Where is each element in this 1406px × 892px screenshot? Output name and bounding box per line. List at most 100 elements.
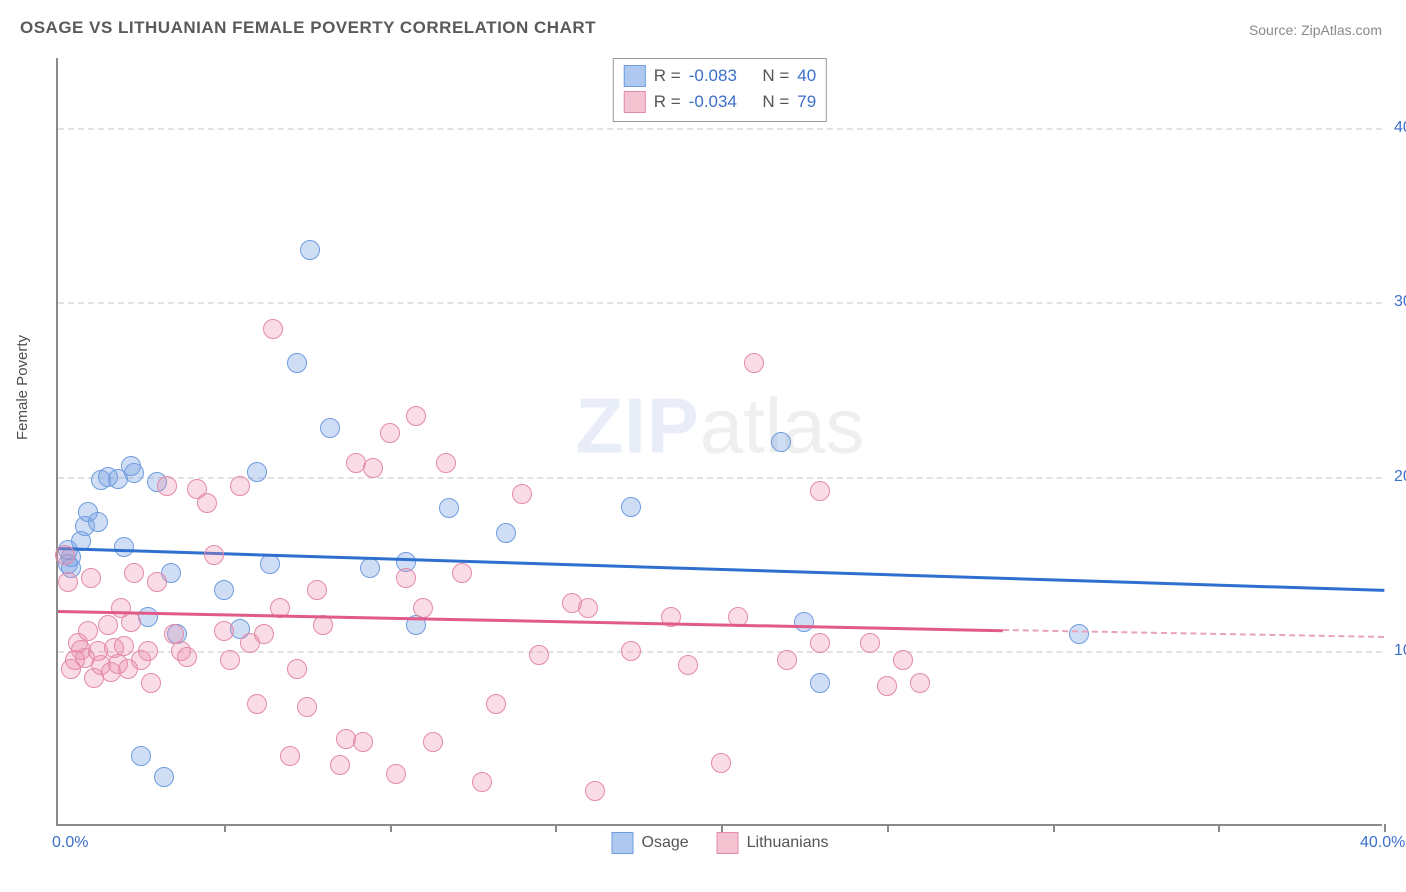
x-tick [1218, 824, 1220, 832]
data-point [360, 558, 380, 578]
chart-title: OSAGE VS LITHUANIAN FEMALE POVERTY CORRE… [20, 18, 596, 38]
data-point [124, 563, 144, 583]
data-point [78, 621, 98, 641]
data-point [263, 319, 283, 339]
r-label: R = [654, 89, 681, 115]
data-point [744, 353, 764, 373]
data-point [396, 568, 416, 588]
data-point [154, 767, 174, 787]
source-prefix: Source: [1249, 22, 1301, 38]
y-tick-label: 40.0% [1386, 119, 1406, 137]
data-point [363, 458, 383, 478]
data-point [406, 406, 426, 426]
data-point [121, 612, 141, 632]
x-tick [1053, 824, 1055, 832]
data-point [678, 655, 698, 675]
x-tick [390, 824, 392, 832]
r-value: -0.034 [689, 89, 737, 115]
data-point [307, 580, 327, 600]
y-tick-label: 20.0% [1386, 468, 1406, 486]
data-point [578, 598, 598, 618]
data-point [55, 545, 75, 565]
data-point [330, 755, 350, 775]
data-point [413, 598, 433, 618]
data-point [177, 647, 197, 667]
trend-line [58, 547, 1384, 592]
data-point [204, 545, 224, 565]
r-value: -0.083 [689, 63, 737, 89]
data-point [386, 764, 406, 784]
data-point [287, 353, 307, 373]
data-point [247, 694, 267, 714]
gridline [58, 128, 1382, 130]
data-point [452, 563, 472, 583]
data-point [141, 673, 161, 693]
data-point [810, 673, 830, 693]
legend: Osage Lithuanians [612, 832, 829, 854]
data-point [220, 650, 240, 670]
data-point [280, 746, 300, 766]
data-point [810, 481, 830, 501]
data-point [157, 476, 177, 496]
x-tick [721, 824, 723, 832]
n-value: 79 [797, 89, 816, 115]
data-point [114, 636, 134, 656]
data-point [486, 694, 506, 714]
data-point [810, 633, 830, 653]
data-point [81, 568, 101, 588]
n-label: N = [762, 89, 789, 115]
data-point [147, 572, 167, 592]
data-point [247, 462, 267, 482]
data-point [287, 659, 307, 679]
data-point [300, 240, 320, 260]
data-point [621, 641, 641, 661]
data-point [214, 621, 234, 641]
data-point [297, 697, 317, 717]
plot-area: ZIPatlas 10.0%20.0%30.0%40.0%0.0%40.0%R … [56, 58, 1382, 826]
data-point [472, 772, 492, 792]
data-point [254, 624, 274, 644]
data-point [771, 432, 791, 452]
data-point [496, 523, 516, 543]
data-point [230, 476, 250, 496]
watermark-bold: ZIP [575, 381, 699, 469]
watermark-rest: atlas [700, 381, 865, 469]
data-point [88, 512, 108, 532]
legend-swatch [612, 832, 634, 854]
data-point [353, 732, 373, 752]
data-point [98, 615, 118, 635]
n-label: N = [762, 63, 789, 89]
legend-swatch [624, 91, 646, 113]
data-point [529, 645, 549, 665]
x-tick-label: 0.0% [52, 834, 88, 852]
legend-label: Lithuanians [747, 834, 829, 852]
data-point [214, 580, 234, 600]
x-tick [224, 824, 226, 832]
data-point [124, 463, 144, 483]
data-point [260, 554, 280, 574]
data-point [138, 641, 158, 661]
source-link[interactable]: ZipAtlas.com [1301, 22, 1382, 38]
source-label: Source: ZipAtlas.com [1249, 22, 1382, 38]
data-point [877, 676, 897, 696]
legend-entry: Lithuanians [717, 832, 829, 854]
data-point [777, 650, 797, 670]
stats-row: R =-0.083 N =40 [624, 63, 816, 89]
gridline [58, 651, 1382, 653]
data-point [436, 453, 456, 473]
legend-entry: Osage [612, 832, 689, 854]
r-label: R = [654, 63, 681, 89]
data-point [114, 537, 134, 557]
x-tick [887, 824, 889, 832]
trend-line [58, 610, 1003, 632]
stats-box: R =-0.083 N =40R =-0.034 N =79 [613, 58, 827, 122]
gridline [58, 302, 1382, 304]
legend-label: Osage [642, 834, 689, 852]
data-point [439, 498, 459, 518]
data-point [423, 732, 443, 752]
legend-swatch [717, 832, 739, 854]
data-point [320, 418, 340, 438]
stats-row: R = -0.034 N = 79 [624, 89, 816, 115]
data-point [380, 423, 400, 443]
data-point [58, 572, 78, 592]
